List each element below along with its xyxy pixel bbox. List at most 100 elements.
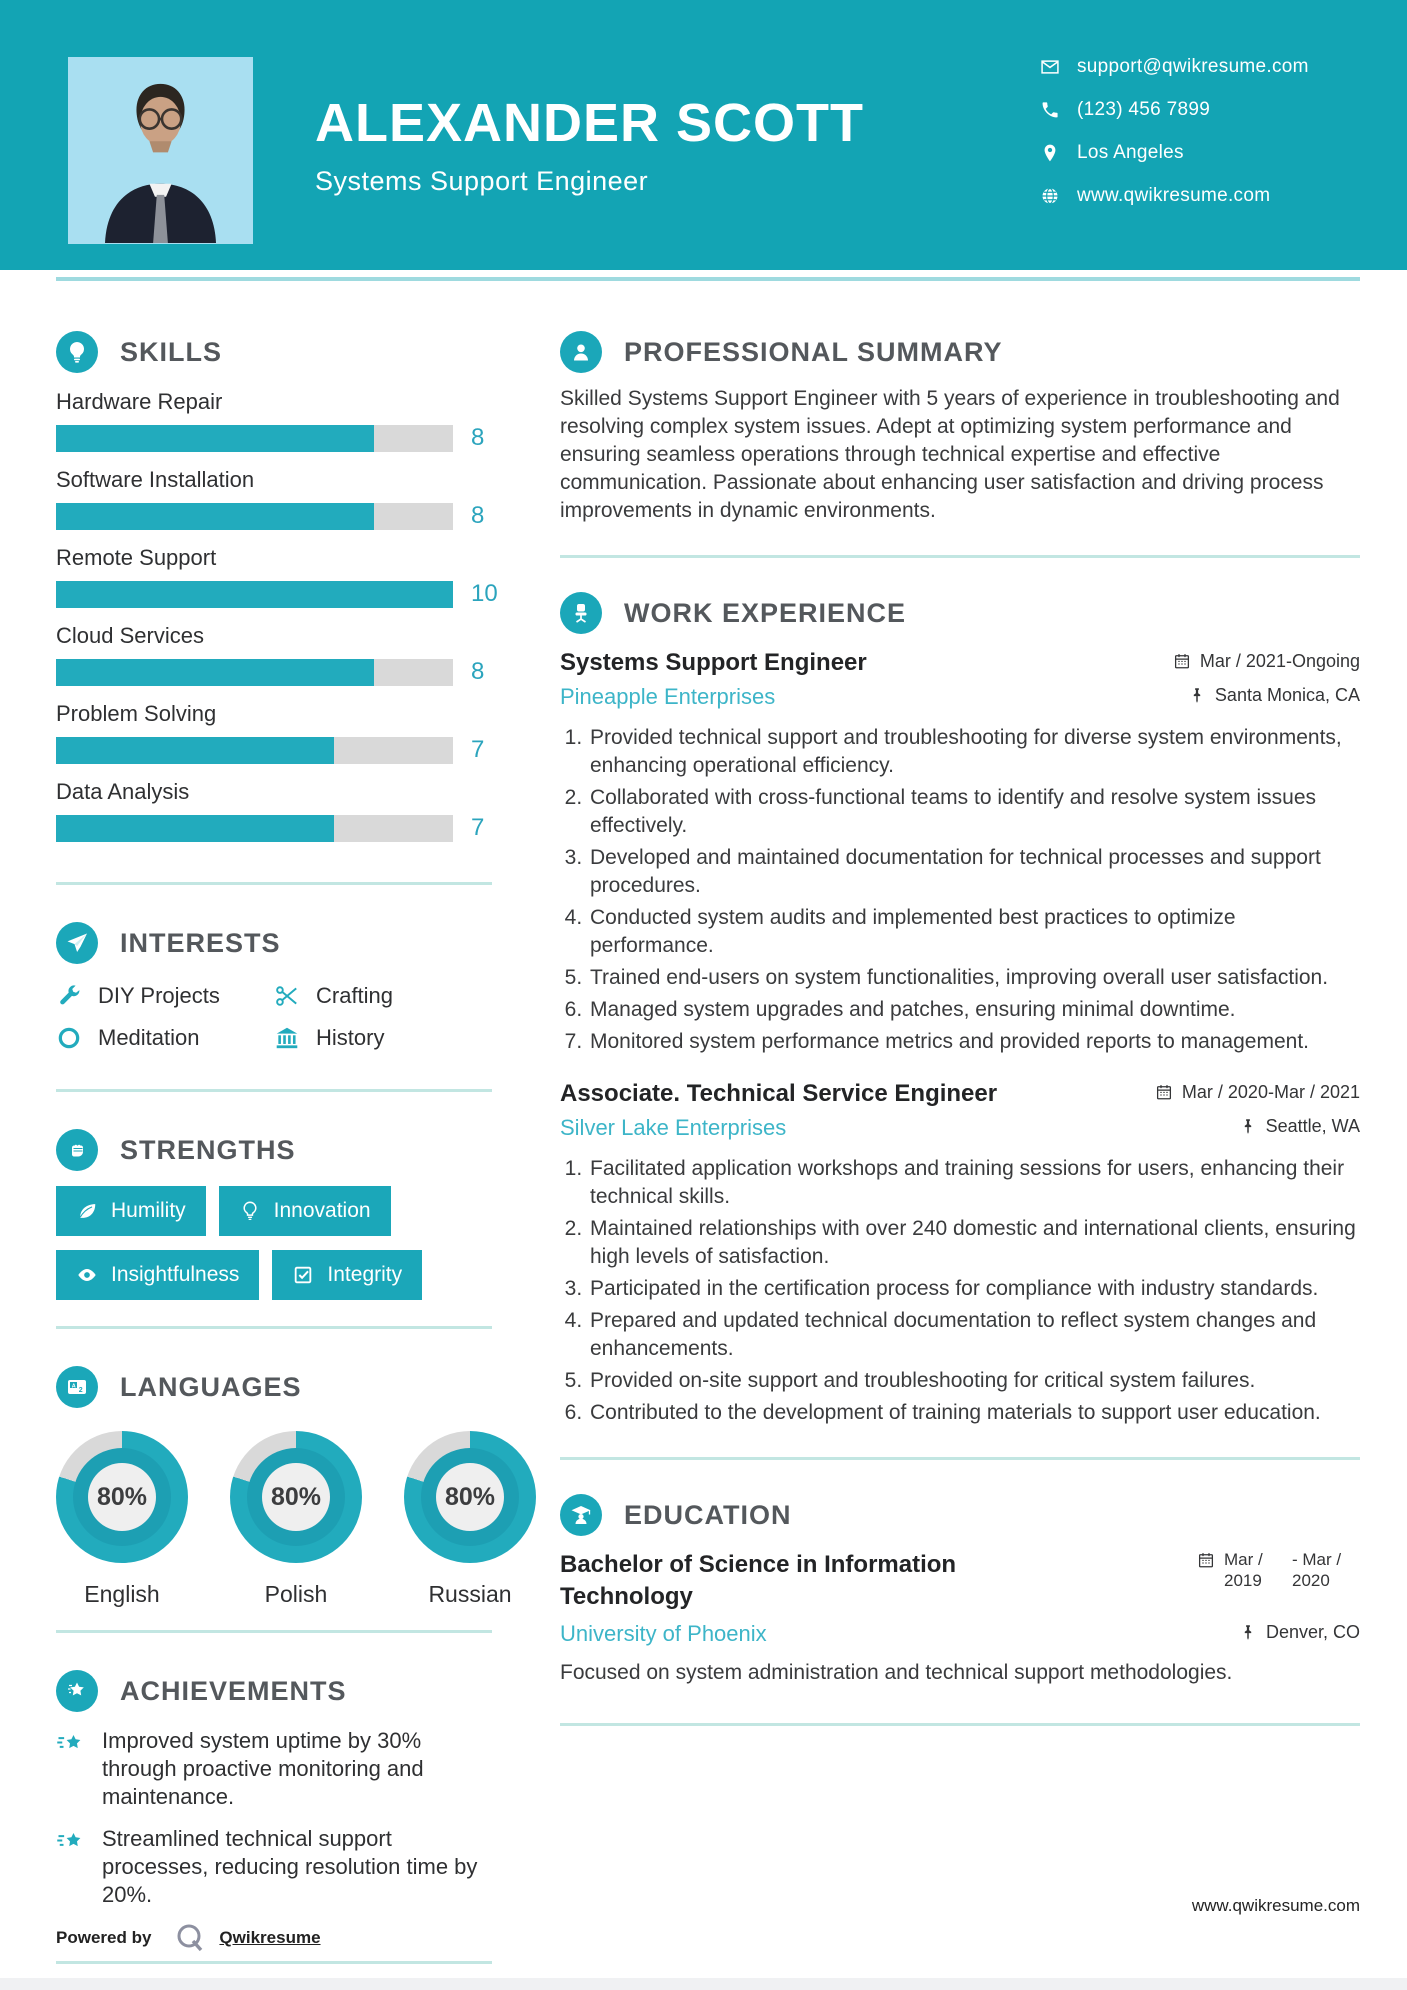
circle-icon: [58, 1027, 80, 1049]
education-section-header: EDUCATION: [560, 1493, 1360, 1537]
scissors-icon: [276, 986, 297, 1006]
star-medal-icon: [56, 1670, 98, 1712]
language-donut: 80%: [230, 1431, 362, 1563]
section-divider: [56, 1630, 492, 1633]
lightbulb-icon: [56, 331, 98, 373]
left-column: SKILLS Hardware Repair 8 Software Instal…: [56, 330, 536, 1964]
leaf-icon: [79, 1204, 96, 1218]
job-bullet: Collaborated with cross-functional teams…: [588, 784, 1360, 840]
section-divider: [56, 1326, 492, 1329]
interest-item: Crafting: [274, 983, 492, 1009]
shooting-star-icon: [57, 1833, 81, 1847]
section-divider: [560, 1723, 1360, 1726]
skill-item: Data Analysis 7: [56, 779, 485, 842]
contact-email[interactable]: support@qwikresume.com: [1040, 56, 1309, 78]
achievements-section-header: ACHIEVEMENTS: [56, 1669, 492, 1713]
fist-icon: [56, 1129, 98, 1171]
svg-text:2: 2: [79, 1387, 83, 1394]
skill-item: Hardware Repair 8: [56, 389, 485, 452]
skill-item: Problem Solving 7: [56, 701, 485, 764]
qwikresume-logo-icon: [177, 1924, 203, 1952]
pushpin-icon: [1193, 688, 1201, 703]
job-bullet: Managed system upgrades and patches, ens…: [588, 996, 1360, 1024]
powered-by-row: Powered by Qwikresume: [56, 1921, 492, 1955]
email-icon: [1041, 60, 1059, 74]
calendar-icon: [1198, 1553, 1214, 1568]
person-title: Systems Support Engineer: [315, 166, 649, 196]
job-dates: Mar / 2021-Ongoing: [1173, 651, 1360, 672]
job-location: Seattle, WA: [1239, 1116, 1360, 1137]
strengths-list: Humility Innovation Insightfulness Integ…: [56, 1186, 492, 1300]
skill-bar: [56, 580, 453, 608]
section-divider: [560, 1457, 1360, 1460]
degree-title: Bachelor of Science in Information Techn…: [560, 1551, 957, 1610]
language-donut: 80%: [404, 1431, 536, 1563]
header-band: ALEXANDER SCOTT Systems Support Engineer…: [0, 0, 1407, 270]
job-title: Systems Support Engineer: [560, 649, 867, 676]
job-title: Associate. Technical Service Engineer: [560, 1080, 998, 1107]
strength-chip: Integrity: [272, 1250, 423, 1300]
skill-bar: [56, 736, 453, 764]
company-link[interactable]: Pineapple Enterprises: [560, 684, 776, 709]
language-item: 80% English: [56, 1431, 188, 1608]
contact-phone[interactable]: (123) 456 7899: [1040, 99, 1309, 121]
job-bullet-list: Facilitated application workshops and tr…: [560, 1155, 1360, 1427]
job-bullet: Trained end-users on system functionalit…: [588, 964, 1360, 992]
footer-site-url[interactable]: www.qwikresume.com: [1191, 1896, 1360, 1915]
school-link[interactable]: University of Phoenix: [560, 1621, 767, 1646]
job-bullet: Contributed to the development of traini…: [588, 1399, 1360, 1427]
job-bullet: Facilitated application workshops and tr…: [588, 1155, 1360, 1211]
language-item: 80% Russian: [404, 1431, 536, 1608]
summary-text: Skilled Systems Support Engineer with 5 …: [560, 387, 1340, 522]
interest-item: DIY Projects: [56, 983, 274, 1009]
qwikresume-link[interactable]: Qwikresume: [219, 1928, 321, 1947]
education-dates: Mar / 2019 - Mar / 2020: [1197, 1549, 1360, 1613]
office-chair-icon: [560, 592, 602, 634]
job-bullet: Prepared and updated technical documenta…: [588, 1307, 1360, 1363]
header-divider: [56, 277, 1360, 281]
checkbox-icon: [295, 1266, 312, 1284]
contact-website[interactable]: www.qwikresume.com: [1040, 185, 1309, 207]
strength-chip: Innovation: [218, 1186, 391, 1236]
job-bullet: Provided technical support and troublesh…: [588, 724, 1360, 780]
education-note: Focused on system administration and tec…: [560, 1661, 1233, 1684]
calendar-icon: [1174, 654, 1189, 669]
job-bullet: Participated in the certification proces…: [588, 1275, 1360, 1303]
languages-list: 80% English 80% Polish 80% Russian: [56, 1431, 536, 1608]
job-dates: Mar / 2020-Mar / 2021: [1155, 1082, 1360, 1103]
section-divider: [56, 1089, 492, 1092]
globe-icon: [1042, 187, 1058, 205]
job-entry: Associate. Technical Service Engineer Ma…: [560, 1080, 1360, 1427]
pushpin-icon: [1244, 1119, 1251, 1134]
phone-icon: [1042, 102, 1058, 118]
interests-grid: DIY Projects Crafting Meditation History: [56, 983, 492, 1051]
experience-section-header: WORK EXPERIENCE: [560, 591, 1360, 635]
pushpin-icon: [1244, 1625, 1252, 1640]
interests-section-header: INTERESTS: [56, 921, 492, 965]
skill-bar: [56, 424, 453, 452]
graduate-icon: [560, 1494, 602, 1536]
skill-bar: [56, 658, 453, 686]
page-bottom-edge: [0, 1978, 1407, 1990]
skill-item: Remote Support 10: [56, 545, 498, 608]
education-location: Denver, CO: [1239, 1622, 1360, 1643]
section-divider: [560, 555, 1360, 558]
skill-bar: [56, 502, 453, 530]
skill-bar: [56, 814, 453, 842]
job-bullet: Provided on-site support and troubleshoo…: [588, 1367, 1360, 1395]
strengths-section-header: STRENGTHS: [56, 1128, 492, 1172]
job-entry: Systems Support Engineer Mar / 2021-Ongo…: [560, 649, 1360, 1056]
language-item: 80% Polish: [230, 1431, 362, 1608]
interest-item: Meditation: [56, 1025, 274, 1051]
person-icon: [560, 331, 602, 373]
job-bullet: Monitored system performance metrics and…: [588, 1028, 1360, 1056]
paper-plane-icon: [56, 922, 98, 964]
job-bullet-list: Provided technical support and troublesh…: [560, 724, 1360, 1056]
strength-chip: Insightfulness: [56, 1250, 260, 1300]
footer-divider: [56, 1961, 492, 1964]
company-link[interactable]: Silver Lake Enterprises: [560, 1115, 787, 1140]
portrait-illustration: [68, 58, 253, 243]
